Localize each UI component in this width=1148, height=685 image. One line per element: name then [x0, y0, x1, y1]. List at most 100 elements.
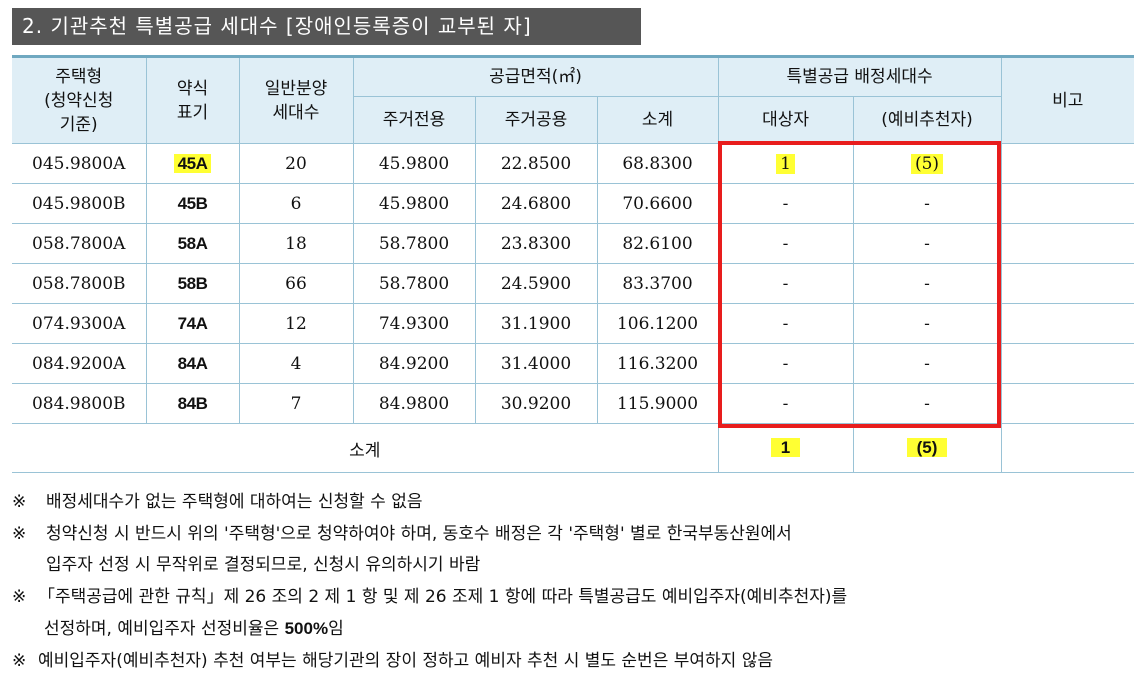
cell-abbr: 45B: [145, 183, 240, 224]
header-remark: 비고: [1000, 55, 1135, 144]
cell-private: 45.9800: [352, 183, 476, 224]
cell-private: 58.7800: [352, 223, 476, 264]
cell-sum: 115.9000: [596, 383, 719, 424]
header-general-count: 일반분양 세대수: [238, 55, 354, 144]
cell-reserve: (5): [852, 143, 1002, 184]
cell-reserve: -: [852, 183, 1002, 224]
note-text: 「주택공급에 관한 규칙」제 26 조의 2 제 1 항 및 제 26 조제 1…: [38, 586, 848, 640]
note-item: ※ 예비입주자(예비추천자) 추천 여부는 해당기관의 장이 정하고 예비자 추…: [12, 646, 1137, 678]
cell-sum: 83.3700: [596, 263, 719, 304]
cell-sum: 82.6100: [596, 223, 719, 264]
table-row: 045.9800B 45B 6 45.9800 24.6800 70.6600 …: [12, 183, 1135, 224]
header-supply-area: 공급면적(㎡): [352, 55, 719, 97]
cell-type: 058.7800A: [12, 223, 147, 264]
cell-general: 12: [238, 303, 354, 344]
cell-type: 058.7800B: [12, 263, 147, 304]
cell-reserve: -: [852, 343, 1002, 384]
cell-reserve: -: [852, 383, 1002, 424]
table-row: 074.9300A 74A 12 74.9300 31.1900 106.120…: [12, 303, 1135, 344]
cell-general: 6: [238, 183, 354, 224]
note-mark: ※: [12, 650, 27, 671]
note-mark: ※: [12, 492, 27, 512]
header-area-private: 주거전용: [353, 96, 476, 144]
cell-reserve: -: [852, 303, 1002, 344]
cell-general: 7: [238, 383, 354, 424]
cell-sum: 70.6600: [596, 183, 719, 224]
cell-sum: 116.3200: [596, 343, 719, 384]
subtotal-target: 1: [717, 423, 854, 473]
cell-type: 074.9300A: [12, 303, 147, 344]
cell-target: -: [717, 383, 854, 424]
header-special-supply: 특별공급 배정세대수: [717, 55, 1002, 97]
cell-private: 45.9800: [352, 143, 476, 184]
cell-general: 66: [238, 263, 354, 304]
cell-target: -: [717, 223, 854, 264]
note-item: ※ 청약신청 시 반드시 위의 '주택형'으로 청약하여야 하며, 동호수 배정…: [12, 519, 1137, 582]
cell-type: 045.9800A: [12, 143, 147, 184]
note-text: 청약신청 시 반드시 위의 '주택형'으로 청약하여야 하며, 동호수 배정은 …: [46, 523, 792, 576]
cell-remark: [1000, 223, 1135, 264]
note-text: 예비입주자(예비추천자) 추천 여부는 해당기관의 장이 정하고 예비자 추천 …: [38, 650, 773, 671]
cell-abbr: 45A: [145, 143, 240, 184]
cell-target: 1: [717, 143, 854, 184]
cell-remark: [1000, 143, 1135, 184]
cell-reserve: -: [852, 263, 1002, 304]
special-supply-table: 주택형 (청약신청 기준) 약식 표기 일반분양 세대수 공급면적(㎡) 특별공…: [12, 55, 1135, 473]
section-title: 2. 기관추천 특별공급 세대수 [장애인등록증이 교부된 자]: [12, 8, 641, 45]
cell-abbr: 58A: [145, 223, 240, 264]
cell-remark: [1000, 303, 1135, 344]
subtotal-label: 소계: [12, 423, 719, 473]
table-row: 084.9200A 84A 4 84.9200 31.4000 116.3200…: [12, 343, 1135, 384]
table-row: 058.7800A 58A 18 58.7800 23.8300 82.6100…: [12, 223, 1135, 264]
cell-private: 84.9800: [352, 383, 476, 424]
cell-sum: 106.1200: [596, 303, 719, 344]
subtotal-reserve: (5): [852, 423, 1002, 473]
cell-remark: [1000, 343, 1135, 384]
subtotal-remark: [1000, 423, 1135, 473]
cell-private: 84.9200: [352, 343, 476, 384]
cell-common: 24.5900: [474, 263, 598, 304]
cell-common: 31.4000: [474, 343, 598, 384]
cell-sum: 68.8300: [596, 143, 719, 184]
cell-private: 58.7800: [352, 263, 476, 304]
header-area-sum: 소계: [596, 96, 719, 144]
cell-common: 23.8300: [474, 223, 598, 264]
note-mark: ※: [12, 586, 27, 607]
cell-target: -: [717, 263, 854, 304]
cell-abbr: 74A: [145, 303, 240, 344]
table-row: 045.9800A 45A 20 45.9800 22.8500 68.8300…: [12, 143, 1135, 184]
cell-abbr: 58B: [145, 263, 240, 304]
cell-target: -: [717, 303, 854, 344]
cell-remark: [1000, 183, 1135, 224]
notes: ※ 배정세대수가 없는 주택형에 대하여는 신청할 수 없음 ※ 청약신청 시 …: [12, 487, 1137, 677]
cell-reserve: -: [852, 223, 1002, 264]
table-row: 084.9800B 84B 7 84.9800 30.9200 115.9000…: [12, 383, 1135, 424]
cell-type: 084.9800B: [12, 383, 147, 424]
note-item: ※ 「주택공급에 관한 규칙」제 26 조의 2 제 1 항 및 제 26 조제…: [12, 582, 1137, 646]
cell-private: 74.9300: [352, 303, 476, 344]
header-abbreviation: 약식 표기: [145, 55, 240, 144]
header-target: 대상자: [717, 96, 854, 144]
cell-abbr: 84B: [145, 383, 240, 424]
cell-remark: [1000, 263, 1135, 304]
note-item: ※ 배정세대수가 없는 주택형에 대하여는 신청할 수 없음: [12, 487, 1137, 519]
header-area-common: 주거공용: [474, 96, 598, 144]
cell-target: -: [717, 183, 854, 224]
cell-general: 20: [238, 143, 354, 184]
table-row: 058.7800B 58B 66 58.7800 24.5900 83.3700…: [12, 263, 1135, 304]
subtotal-row: 소계 1 (5): [12, 423, 1135, 473]
cell-common: 22.8500: [474, 143, 598, 184]
cell-remark: [1000, 383, 1135, 424]
cell-general: 4: [238, 343, 354, 384]
cell-common: 31.1900: [474, 303, 598, 344]
cell-type: 084.9200A: [12, 343, 147, 384]
header-reserve: (예비추천자): [852, 96, 1002, 144]
note-mark: ※: [12, 523, 27, 544]
reserve-ratio: 500%: [284, 619, 329, 638]
cell-common: 24.6800: [474, 183, 598, 224]
cell-target: -: [717, 343, 854, 384]
cell-type: 045.9800B: [12, 183, 147, 224]
header-house-type: 주택형 (청약신청 기준): [12, 55, 147, 144]
cell-abbr: 84A: [145, 343, 240, 384]
cell-general: 18: [238, 223, 354, 264]
